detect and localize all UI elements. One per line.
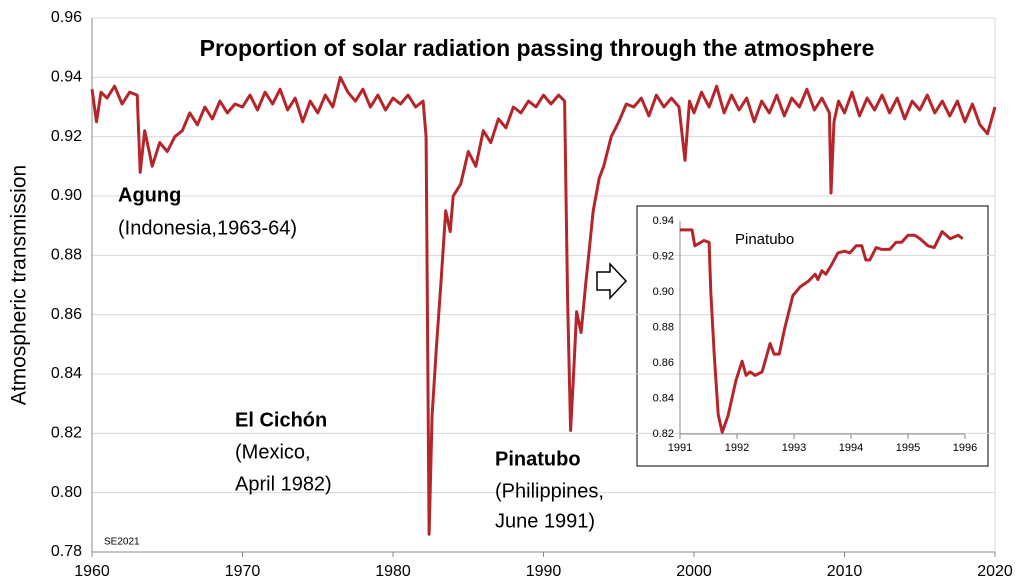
y-tick-label: 0.92 (51, 128, 82, 145)
annotation: (Indonesia,1963-64) (118, 217, 297, 239)
x-tick-label: 1996 (953, 442, 977, 454)
x-tick-label: 2010 (827, 563, 863, 580)
y-tick-label: 0.90 (51, 187, 82, 204)
y-tick-label: 0.86 (51, 306, 82, 323)
x-tick-label: 2000 (676, 563, 712, 580)
x-tick-label: 1994 (839, 442, 863, 454)
x-tick-label: 1995 (896, 442, 920, 454)
x-tick-label: 1990 (526, 563, 562, 580)
y-tick-label: 0.84 (51, 365, 82, 382)
annotation: (Mexico, (235, 441, 311, 463)
arrow-icon (596, 262, 628, 300)
y-tick-label: 0.82 (51, 425, 82, 442)
x-tick-label: 1993 (782, 442, 806, 454)
annotation: June 1991) (495, 510, 595, 532)
x-tick-label: 1970 (225, 563, 261, 580)
y-tick-label: 0.96 (51, 9, 82, 26)
x-tick-label: 1960 (74, 563, 110, 580)
y-axis-label: Atmospheric transmission (8, 165, 31, 405)
data-line (680, 228, 964, 434)
x-tick-label: 1980 (375, 563, 411, 580)
x-tick-label: 2020 (977, 563, 1013, 580)
inset-frame (636, 205, 989, 467)
y-tick-label: 0.84 (653, 392, 674, 404)
y-tick-label: 0.88 (653, 321, 674, 333)
y-tick-label: 0.80 (51, 484, 82, 501)
inset-title: Pinatubo (735, 231, 794, 248)
annotation: April 1982) (235, 473, 332, 495)
y-tick-label: 0.94 (653, 215, 674, 227)
x-tick-label: 1992 (725, 442, 749, 454)
y-tick-label: 0.90 (653, 286, 674, 298)
data-line (90, 75, 997, 536)
annotation: Agung (118, 184, 181, 206)
y-tick-label: 0.78 (51, 543, 82, 560)
annotation: Pinatubo (495, 448, 581, 470)
y-tick-label: 0.88 (51, 247, 82, 264)
y-tick-label: 0.86 (653, 357, 674, 369)
y-tick-label: 0.92 (653, 250, 674, 262)
annotation: El Cichón (235, 409, 327, 431)
annotation: (Philippines, (495, 480, 604, 502)
x-tick-label: 1991 (668, 442, 692, 454)
chart-title: Proportion of solar radiation passing th… (200, 35, 875, 61)
y-tick-label: 0.94 (51, 69, 82, 86)
annotation: SE2021 (104, 537, 140, 548)
y-tick-label: 0.82 (653, 428, 674, 440)
